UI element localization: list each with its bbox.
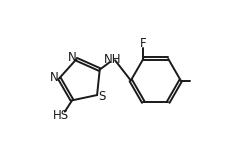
- Text: NH: NH: [104, 53, 121, 66]
- Text: F: F: [140, 37, 147, 50]
- Text: N: N: [68, 51, 76, 64]
- Text: N: N: [50, 71, 59, 84]
- Text: S: S: [99, 90, 106, 104]
- Text: HS: HS: [53, 109, 69, 122]
